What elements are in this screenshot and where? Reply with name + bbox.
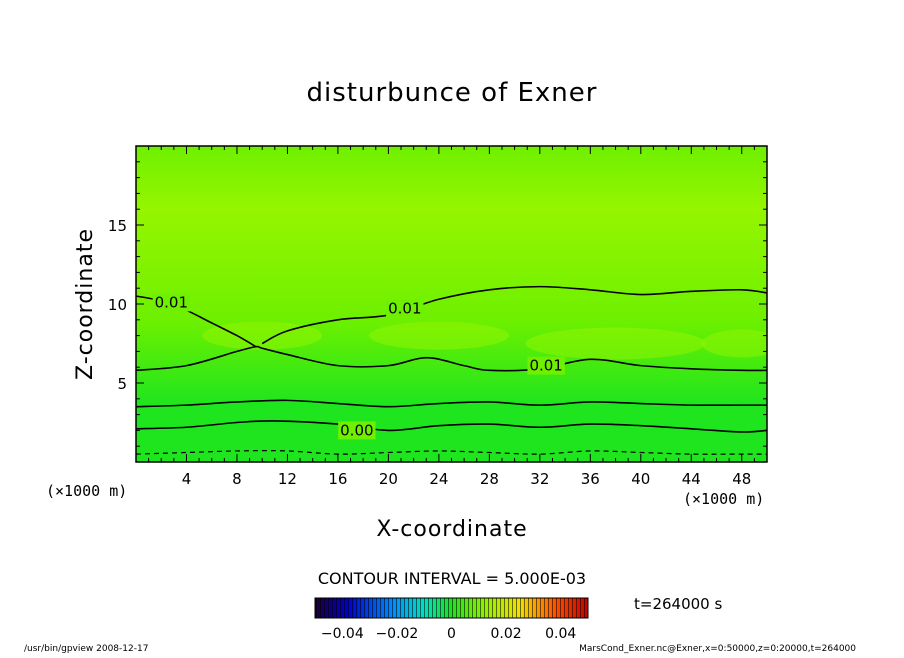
- field-shading: [202, 321, 767, 360]
- contour-lines: [136, 285, 767, 455]
- x-tick-label: 44: [682, 470, 701, 488]
- y-tick-label: 5: [117, 375, 127, 393]
- contour-label-bg: [527, 356, 565, 375]
- x-tick-label: 36: [581, 470, 600, 488]
- contour-label: 0.01: [155, 293, 188, 311]
- plot-area: 0.01 0.01 0.01 0.00: [135, 145, 768, 463]
- x-tick-label: 32: [530, 470, 549, 488]
- contour-label: 0.01: [529, 357, 562, 375]
- y-axis: 5 10 15: [108, 161, 767, 447]
- x-tick-label: 8: [232, 470, 242, 488]
- contour-label: 0.00: [340, 421, 373, 439]
- y-tick-label: 10: [108, 296, 127, 314]
- colorbar-tick-label: 0.04: [545, 626, 576, 642]
- y-tick-label: 15: [108, 217, 127, 235]
- chart-title: disturbunce of Exner: [307, 78, 598, 108]
- contour-label-bg: [386, 299, 424, 318]
- colorbar-tick-label: 0: [447, 626, 456, 642]
- contour-line: [261, 285, 767, 345]
- x-tick-label: 12: [278, 470, 297, 488]
- x-tick-label: 20: [379, 470, 398, 488]
- x-unit-right: (×1000 m): [683, 490, 764, 508]
- contour-line: [136, 450, 767, 455]
- x-axis: 4 8 12 16 20 24 28 32 36 40 44 48: [148, 146, 755, 488]
- time-label: t=264000 s: [634, 595, 722, 613]
- colorbar: −0.04 −0.02 0 0.02 0.04: [314, 597, 589, 642]
- x-unit-left: (×1000 m): [46, 482, 127, 500]
- contour-interval: CONTOUR INTERVAL = 5.000E-03: [318, 569, 586, 588]
- x-tick-label: 28: [480, 470, 499, 488]
- footer-right: MarsCond_Exner.nc@Exner,x=0:50000,z=0:20…: [579, 644, 856, 654]
- field-patch: [368, 321, 509, 350]
- contour-field: [136, 146, 767, 462]
- footer-left: /usr/bin/gpview 2008-12-17: [24, 644, 148, 654]
- contour-line: [136, 345, 767, 372]
- contour-label-bg: [338, 421, 376, 440]
- x-tick-label: 24: [429, 470, 448, 488]
- colorbar-stripes: [315, 598, 588, 618]
- x-tick-label: 16: [328, 470, 347, 488]
- y-axis-label: Z-coordinate: [73, 228, 98, 380]
- x-tick-label: 40: [631, 470, 650, 488]
- contour-labels: 0.01 0.01 0.01 0.00: [152, 293, 565, 440]
- field-patch: [525, 327, 706, 360]
- colorbar-ticks: −0.04 −0.02 0 0.02 0.04: [321, 626, 577, 642]
- contour-label-bg: [152, 293, 191, 312]
- contour-line: [136, 420, 767, 433]
- x-tick-label: 4: [182, 470, 192, 488]
- colorbar-tick-label: −0.04: [321, 626, 364, 642]
- contour-label: 0.01: [388, 300, 421, 318]
- colorbar-tick-label: −0.02: [375, 626, 418, 642]
- x-tick-label: 48: [732, 470, 751, 488]
- contour-line: [136, 399, 767, 408]
- colorbar-tick-label: 0.02: [491, 626, 522, 642]
- colorbar-frame: [314, 597, 589, 619]
- x-axis-label: X-coordinate: [376, 517, 527, 542]
- field-patch: [701, 329, 767, 358]
